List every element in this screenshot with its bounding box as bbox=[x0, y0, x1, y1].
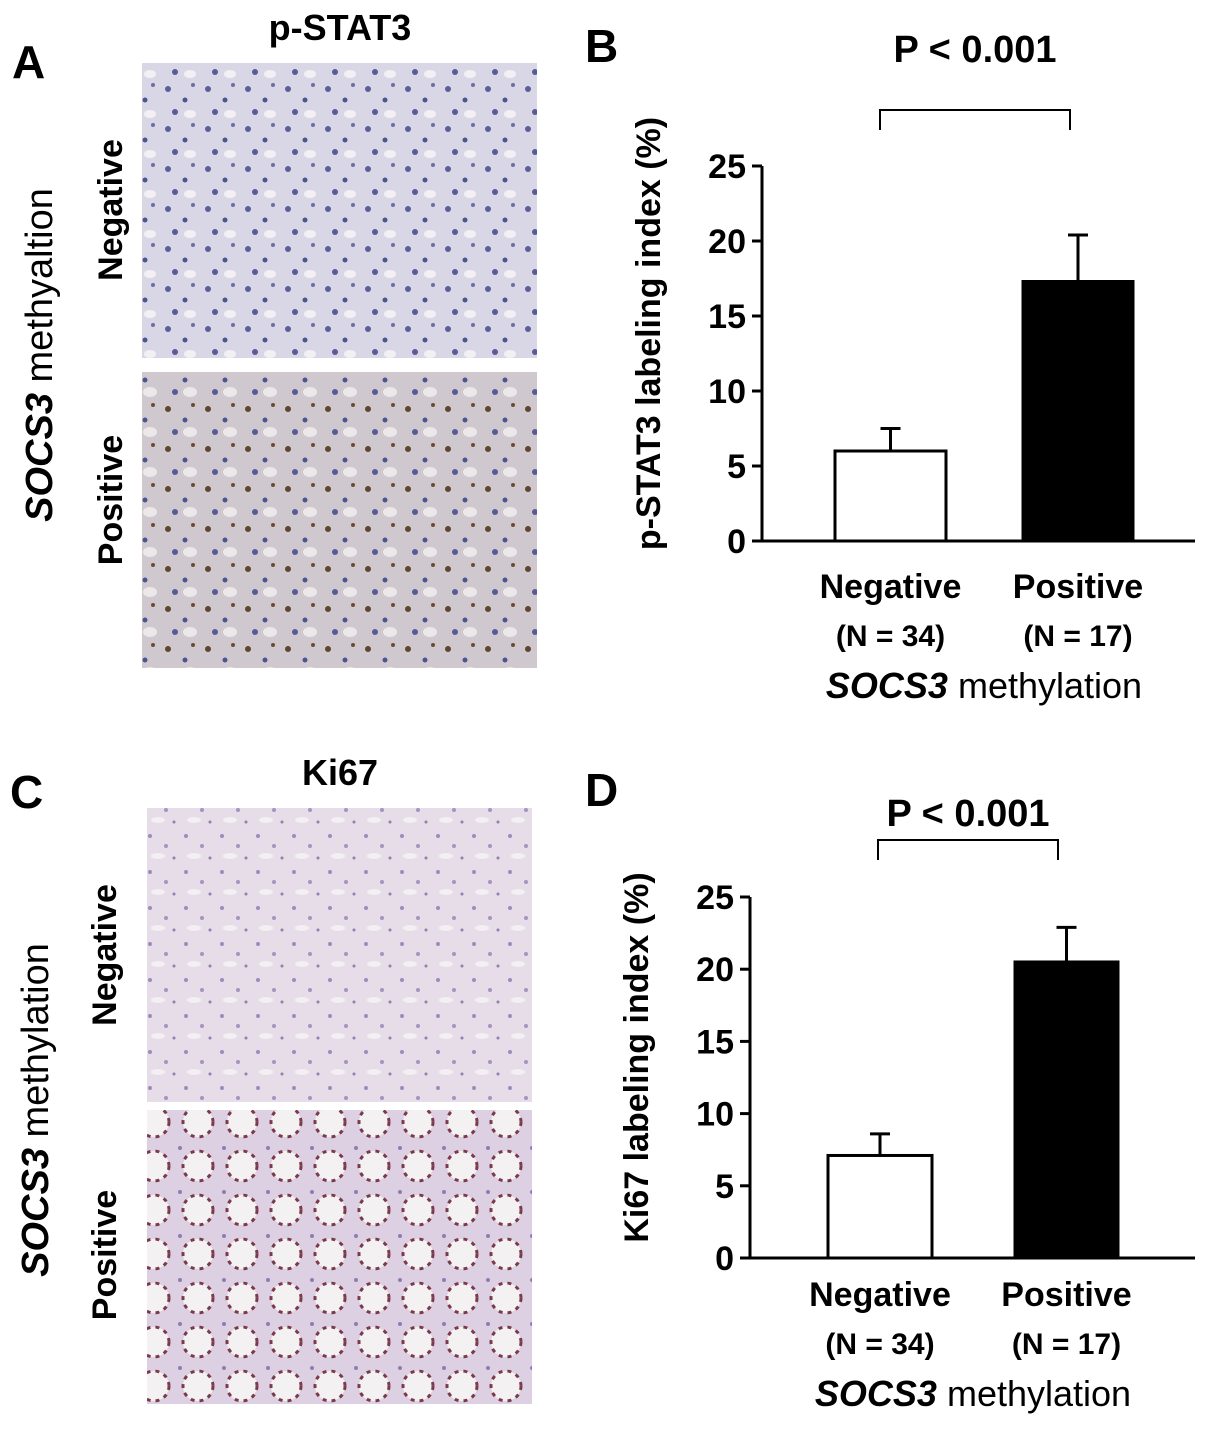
panel-title: Ki67 bbox=[302, 752, 378, 793]
side-label: SOCS3 methylation bbox=[15, 943, 57, 1277]
x-axis-label: SOCS3 methylation bbox=[815, 1373, 1131, 1414]
x-sublabel: (N = 34) bbox=[836, 620, 945, 653]
gene: SOCS3 bbox=[15, 1148, 57, 1277]
panel-title: p-STAT3 bbox=[269, 7, 412, 48]
panel-letter: D bbox=[585, 764, 618, 816]
y-tick-label: 20 bbox=[708, 223, 746, 261]
micrograph bbox=[142, 63, 537, 358]
row-label: Positive bbox=[92, 435, 130, 565]
micrograph bbox=[147, 808, 532, 1102]
y-tick-label: 0 bbox=[715, 1240, 734, 1278]
panel-letter: B bbox=[585, 20, 618, 72]
row-label: Negative bbox=[92, 139, 130, 281]
side-label: SOCS3 methyaltion bbox=[19, 188, 61, 522]
micrograph-panels bbox=[142, 63, 537, 1404]
side-text: methyaltion bbox=[19, 188, 61, 382]
gene: SOCS3 bbox=[19, 393, 61, 522]
y-tick-label: 0 bbox=[727, 523, 746, 561]
micrograph bbox=[147, 1110, 532, 1404]
row-label: Negative bbox=[86, 884, 124, 1026]
x-label-text: methylation bbox=[947, 1373, 1131, 1414]
annotation: P < 0.001 bbox=[886, 793, 1049, 835]
x-label-text: methylation bbox=[958, 665, 1142, 706]
y-tick-label: 25 bbox=[708, 148, 746, 186]
significance-bracket bbox=[877, 839, 1059, 860]
y-tick-label: 20 bbox=[696, 951, 734, 989]
row-label: Positive bbox=[86, 1190, 124, 1320]
panel-letter: A bbox=[12, 36, 45, 88]
y-tick-label: 10 bbox=[708, 373, 746, 411]
annotation: P < 0.001 bbox=[893, 29, 1056, 71]
x-tick-label: Negative bbox=[820, 568, 962, 606]
x-tick-label: Positive bbox=[1001, 1276, 1131, 1314]
chart: Bp-STAT3 labeling index (%) 0 5 10 15 20 25 Neg… bbox=[585, 20, 1195, 706]
y-tick-label: 15 bbox=[696, 1023, 734, 1061]
bar bbox=[1021, 280, 1135, 543]
x-sublabel: (N = 17) bbox=[1023, 620, 1132, 653]
x-tick-label: Negative bbox=[809, 1276, 951, 1314]
x-sublabel: (N = 17) bbox=[1012, 1328, 1121, 1361]
y-tick-label: 25 bbox=[696, 879, 734, 917]
y-axis-label: Ki67 labeling index (%) bbox=[618, 872, 656, 1242]
panel-letter: C bbox=[10, 766, 43, 818]
gene: SOCS3 bbox=[826, 665, 948, 706]
side-text: methylation bbox=[15, 943, 57, 1137]
y-tick-label: 5 bbox=[727, 448, 746, 486]
y-axis-label: p-STAT3 labeling index (%) bbox=[630, 117, 668, 550]
gene: SOCS3 bbox=[815, 1373, 937, 1414]
bar bbox=[826, 1153, 934, 1260]
micrograph bbox=[142, 372, 537, 668]
x-axis-label: SOCS3 methylation bbox=[826, 665, 1142, 706]
y-tick-label: 10 bbox=[696, 1096, 734, 1134]
x-tick-label: Positive bbox=[1013, 568, 1143, 606]
y-tick-label: 15 bbox=[708, 298, 746, 336]
bar bbox=[1013, 960, 1120, 1260]
y-tick-label: 5 bbox=[715, 1168, 734, 1206]
bar bbox=[833, 449, 948, 543]
chart: D Ki67 labeling index (%) 0 5 10 15 20 25 Negati… bbox=[585, 764, 1195, 1414]
significance-bracket bbox=[879, 109, 1071, 130]
x-sublabel: (N = 34) bbox=[825, 1328, 934, 1361]
